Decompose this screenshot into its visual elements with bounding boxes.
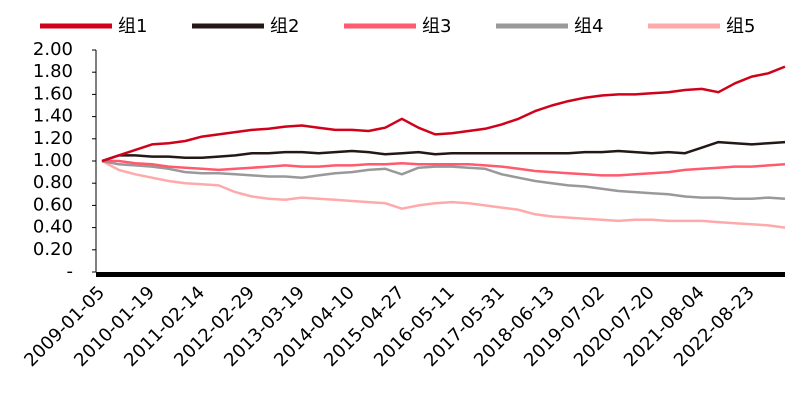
y-tick-label: 0.80 xyxy=(33,172,73,193)
legend-label: 组4 xyxy=(574,16,603,37)
series-line xyxy=(101,140,786,163)
y-tick-label: 1.60 xyxy=(33,83,73,104)
legend-label: 组3 xyxy=(422,16,451,37)
series-line xyxy=(101,65,786,163)
legend-label: 组1 xyxy=(118,16,147,37)
y-tick-label: 1.20 xyxy=(33,128,73,149)
y-tick-label: 0.40 xyxy=(33,217,73,238)
y-tick-label: 0.20 xyxy=(33,239,73,260)
legend-label: 组2 xyxy=(270,16,299,37)
series-line xyxy=(101,159,786,229)
y-tick-label: 1.00 xyxy=(33,150,73,171)
x-axis xyxy=(96,272,785,277)
y-tick-label: 1.40 xyxy=(33,106,73,127)
series-line xyxy=(101,159,786,200)
series-line xyxy=(102,159,786,177)
y-tick-label: 2.00 xyxy=(33,39,73,60)
y-tick-label: 1.80 xyxy=(33,61,73,82)
y-tick-label: - xyxy=(67,261,74,282)
y-tick-label: 0.60 xyxy=(33,194,73,215)
legend-label: 组5 xyxy=(726,16,755,37)
